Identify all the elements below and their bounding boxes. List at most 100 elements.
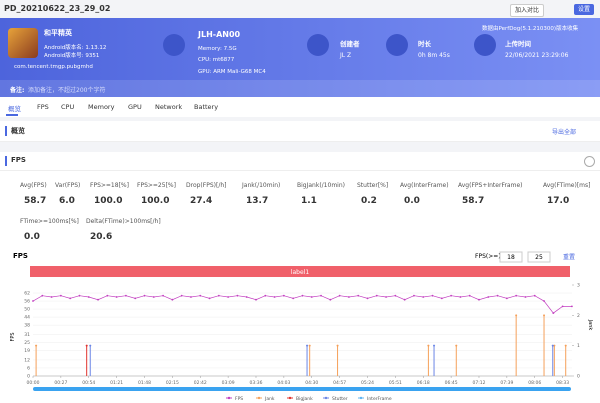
- fps-point: [180, 294, 183, 297]
- y-tick-label: 44: [24, 315, 30, 321]
- fps-point: [338, 294, 341, 297]
- event-point: [35, 344, 38, 347]
- threshold-value: 25: [535, 254, 543, 261]
- y-tick-label: 0: [27, 374, 30, 380]
- metric-value: 13.7: [246, 196, 269, 206]
- fps-point: [236, 294, 239, 297]
- settings-button[interactable]: 设置: [574, 4, 595, 15]
- legend-label: Jank: [264, 396, 275, 402]
- x-tick-label: 05:51: [389, 380, 402, 386]
- fps-chart: FPS FPS(>=) 18 25 重置 label1 FPS Jank 0 6 1…: [10, 251, 593, 402]
- fps-point: [422, 296, 425, 298]
- metric-label: Jank(/10min): [242, 182, 281, 189]
- x-tick-label: 07:12: [473, 380, 486, 386]
- device-memory: Memory: 7.5G: [198, 46, 237, 52]
- collapse-button[interactable]: [584, 156, 595, 167]
- fps-point: [125, 294, 127, 297]
- event-point: [427, 344, 430, 347]
- legend-label: BigJank: [296, 396, 313, 402]
- fps-point: [459, 296, 462, 298]
- metric-value: 17.0: [547, 196, 570, 206]
- fps-point: [468, 294, 471, 297]
- tab[interactable]: CPU: [61, 103, 75, 111]
- tab[interactable]: Battery: [194, 103, 219, 111]
- threshold-input[interactable]: [499, 251, 523, 263]
- fps-point: [385, 296, 387, 298]
- metric-value: 0.0: [404, 196, 420, 206]
- tab[interactable]: Memory: [88, 103, 115, 111]
- fps-point: [348, 296, 350, 298]
- event-point: [336, 344, 339, 347]
- fps-point: [32, 300, 34, 302]
- fps-section-title: FPS: [11, 156, 26, 164]
- fps-point: [217, 294, 220, 297]
- app-icon: [8, 28, 38, 58]
- note-input[interactable]: 添加备注，不超过200个字符: [28, 87, 106, 94]
- tab[interactable]: Network: [155, 103, 183, 111]
- legend-swatch: [227, 396, 231, 400]
- x-tick-label: 02:15: [166, 380, 179, 386]
- x-tick-label: 01:48: [138, 380, 151, 386]
- compare-button[interactable]: 加入对比: [510, 4, 545, 17]
- metric-label: Var(FPS): [55, 182, 81, 189]
- metric-label: Avg(InterFrame): [400, 182, 449, 189]
- report-title: PD_20210622_23_29_02: [4, 4, 111, 13]
- fps-point: [487, 296, 490, 298]
- chart-title: FPS: [13, 252, 28, 260]
- x-tick-label: 04:03: [277, 380, 290, 386]
- fps-panel: FPS: [0, 152, 600, 403]
- y-tick-label: 62: [24, 291, 30, 297]
- y2-axis-label: Jank: [587, 319, 593, 331]
- tab[interactable]: GPU: [128, 103, 142, 111]
- fps-point: [571, 305, 573, 308]
- tab-underline: [6, 114, 18, 116]
- legend-label: FPS: [235, 396, 243, 402]
- creator-value: JL Z: [340, 52, 352, 59]
- fps-point: [403, 298, 406, 301]
- app-package: com.tencent.tmgp.pubgmhd: [14, 64, 93, 70]
- export-link[interactable]: 导出全部: [552, 129, 577, 136]
- device-name: JLH-AN00: [198, 30, 241, 39]
- tab[interactable]: FPS: [37, 103, 49, 111]
- reset-link[interactable]: 重置: [563, 253, 575, 261]
- creator-label: 创建者: [340, 40, 360, 48]
- section-accent: [5, 126, 7, 136]
- metric-value: 27.4: [190, 196, 213, 206]
- fps-point: [97, 298, 99, 301]
- fps-point: [310, 296, 313, 298]
- threshold-input[interactable]: [527, 251, 551, 263]
- legend-label: Stutter: [332, 396, 348, 402]
- fps-point: [190, 296, 192, 298]
- tab[interactable]: 概览: [8, 105, 21, 113]
- creator-icon: [307, 34, 329, 56]
- fps-point: [162, 294, 164, 297]
- duration-label: 时长: [418, 40, 431, 48]
- event-point: [306, 344, 309, 347]
- fps-point: [524, 296, 527, 298]
- overview-header: 概览 导出全部: [0, 121, 600, 142]
- fps-point: [552, 312, 555, 314]
- note-strip: [0, 80, 600, 97]
- device-cpu: CPU: mt6877: [198, 57, 235, 63]
- fps-point: [255, 298, 257, 301]
- upload-icon: [474, 34, 496, 56]
- fps-point: [134, 297, 137, 300]
- y-tick-label: 31: [24, 332, 30, 338]
- fps-point: [273, 296, 276, 298]
- upload-label: 上传时间: [505, 40, 531, 48]
- fps-point: [143, 294, 146, 297]
- fps-line: [32, 295, 572, 314]
- metric-value: 100.0: [94, 196, 123, 206]
- event-point: [433, 344, 436, 347]
- x-tick-label: 05:24: [361, 380, 374, 386]
- x-tick-label: 01:21: [110, 380, 123, 386]
- event-point: [543, 314, 546, 317]
- fps-point: [366, 297, 369, 300]
- event-point: [89, 344, 92, 347]
- metric-label: Stutter[%]: [357, 182, 389, 189]
- fps-point: [50, 296, 53, 298]
- zoom-scrollbar[interactable]: [33, 387, 571, 391]
- event-point: [85, 344, 88, 347]
- y2-tick-label: 1: [577, 343, 580, 349]
- metric-value: 0.2: [361, 196, 377, 206]
